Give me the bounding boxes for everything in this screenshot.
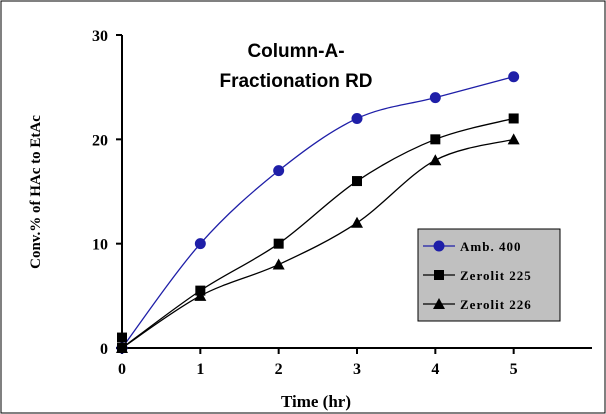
series-line-zerolit-225 <box>121 117 514 349</box>
data-point-amb-400 <box>351 112 363 124</box>
data-point-amb-400 <box>273 165 285 177</box>
data-point-zerolit-226 <box>429 154 442 166</box>
data-point-amb-400 <box>194 238 206 250</box>
data-point-zerolit-226 <box>272 258 285 270</box>
chart-title-line-2: Fractionation RD <box>219 71 372 92</box>
x-tick-label: 2 <box>275 361 283 378</box>
data-point-zerolit-226 <box>116 342 128 353</box>
x-axis-title: Time (hr) <box>281 392 351 411</box>
y-tick-label: 20 <box>92 132 108 149</box>
legend-item-zerolit-225: Zerolit 225 <box>423 268 532 283</box>
x-tick-label: 5 <box>510 361 518 378</box>
data-point-amb-400 <box>508 71 520 83</box>
x-tick-label: 4 <box>431 361 439 378</box>
data-point-amb-400 <box>429 92 441 104</box>
legend-label: Amb. 400 <box>460 239 521 254</box>
y-axis-title: Conv.% of HAc to EtAc <box>28 115 44 269</box>
legend: Amb. 400 Zerolit 225 Zerolit 226 <box>417 228 561 322</box>
data-point-zerolit-226 <box>194 289 207 301</box>
y-tick-label: 10 <box>92 237 108 254</box>
y-tick-label: 0 <box>100 341 108 358</box>
x-tick-label: 1 <box>196 361 204 378</box>
legend-marker <box>434 270 444 280</box>
y-tick-label: 30 <box>92 28 108 45</box>
legend-marker <box>433 240 445 252</box>
data-point-zerolit-226 <box>507 133 520 145</box>
legend-label: Zerolit 225 <box>460 268 532 283</box>
chart-title-line-1: Column-A- <box>247 41 344 62</box>
data-point-zerolit-225 <box>273 238 284 249</box>
x-tick-label: 3 <box>353 361 361 378</box>
data-point-zerolit-225 <box>117 332 127 343</box>
legend-marker <box>433 298 445 309</box>
legend-item-amb-400: Amb. 400 <box>423 239 521 254</box>
data-point-zerolit-226 <box>351 216 363 228</box>
x-tick-label: 0 <box>118 361 126 378</box>
series-line-zerolit-226 <box>121 138 514 349</box>
legend-item-zerolit-226: Zerolit 226 <box>423 297 532 312</box>
data-point-zerolit-225 <box>430 134 441 145</box>
data-point-zerolit-225 <box>508 113 519 124</box>
data-point-zerolit-225 <box>352 176 362 187</box>
legend-label: Zerolit 226 <box>460 297 532 312</box>
